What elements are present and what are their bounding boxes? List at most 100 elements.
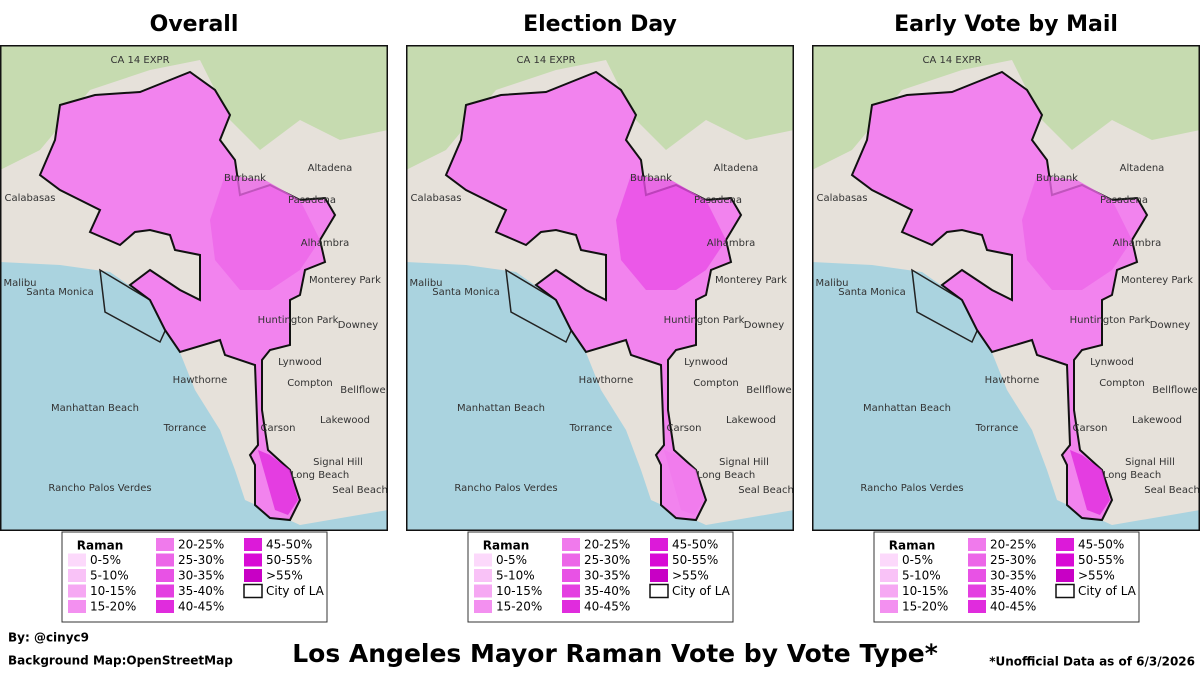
- legend-label: 0-5%: [902, 553, 933, 567]
- legend-label: 50-55%: [1078, 553, 1124, 567]
- place-label: Altadena: [714, 163, 759, 174]
- place-label: Altadena: [1120, 163, 1165, 174]
- place-label: Hawthorne: [579, 375, 634, 386]
- place-label: Torrance: [975, 423, 1019, 434]
- place-label: Seal Beach: [1144, 485, 1200, 496]
- legend-label: 40-45%: [584, 600, 630, 614]
- place-label: Rancho Palos Verdes: [454, 483, 557, 494]
- place-label: Huntington Park: [1070, 315, 1151, 326]
- place-label: Lynwood: [278, 357, 322, 368]
- legend-label: 30-35%: [990, 569, 1036, 583]
- legend-swatch: [244, 553, 262, 567]
- credit: By: @cinyc9: [8, 631, 89, 645]
- place-label: Long Beach: [697, 470, 755, 481]
- place-label: Altadena: [308, 163, 353, 174]
- legend-label: 5-10%: [902, 569, 941, 583]
- legend-swatch: [474, 569, 492, 582]
- legend-swatch: [474, 584, 492, 598]
- place-label: Hawthorne: [173, 375, 228, 386]
- legend-label: 45-50%: [672, 538, 718, 552]
- legend-label: 20-25%: [584, 538, 630, 552]
- legend-label: 15-20%: [902, 600, 948, 614]
- legend-swatch: [68, 569, 86, 582]
- place-label: Pasadena: [1100, 195, 1148, 206]
- legend-label: 5-10%: [90, 569, 129, 583]
- legend-label: 10-15%: [90, 584, 136, 598]
- place-label: Monterey Park: [309, 275, 381, 286]
- place-label: Downey: [1150, 320, 1190, 331]
- legend-swatch: [1056, 569, 1074, 582]
- legend-label: 30-35%: [584, 569, 630, 583]
- basemap: CA 14 EXPR Burbank Altadena Pasadena Calabas…: [0, 45, 388, 530]
- legend-label: 25-30%: [178, 553, 224, 567]
- place-label: Rancho Palos Verdes: [860, 483, 963, 494]
- place-label: Monterey Park: [715, 275, 787, 286]
- place-label: Burbank: [630, 173, 672, 184]
- basemap: CA 14 EXPR Burbank Altadena Pasadena Calabas…: [406, 45, 796, 530]
- legend-label: 45-50%: [266, 538, 312, 552]
- ocean: [812, 262, 1200, 530]
- basemap-credit: Background Map:OpenStreetMap: [8, 654, 233, 668]
- place-label: Malibu: [4, 278, 37, 289]
- legend-box: [467, 531, 734, 623]
- legend-label: 35-40%: [584, 584, 630, 598]
- place-label: Signal Hill: [719, 457, 769, 468]
- legend-label: >55%: [266, 569, 303, 583]
- legend-swatch: [650, 569, 668, 582]
- place-label: Calabasas: [4, 193, 55, 204]
- place-label: Santa Monica: [838, 287, 906, 298]
- place-label: CA 14 EXPR: [516, 55, 575, 66]
- legend-label: City of LA: [672, 584, 731, 598]
- harbor-area: [664, 450, 704, 515]
- place-label: CA 14 EXPR: [922, 55, 981, 66]
- place-label: Santa Monica: [432, 287, 500, 298]
- legend-swatch: [1056, 538, 1074, 551]
- legend-swatch: [562, 569, 580, 582]
- place-label: Huntington Park: [258, 315, 339, 326]
- legend-swatch: [1056, 553, 1074, 567]
- map-panel: Early Vote by Mail CA 14 EXPR Burbank Altad…: [812, 12, 1200, 623]
- legend-label: 50-55%: [266, 553, 312, 567]
- place-label: Seal Beach: [332, 485, 388, 496]
- legend-swatch: [880, 600, 898, 613]
- panel-title: Early Vote by Mail: [894, 12, 1118, 37]
- legend-label: 10-15%: [902, 584, 948, 598]
- place-label: Manhattan Beach: [51, 403, 139, 414]
- legend-swatch: [243, 583, 263, 599]
- legend-title: Raman: [889, 539, 935, 553]
- place-label: Signal Hill: [313, 457, 363, 468]
- place-label: Carson: [667, 423, 702, 434]
- legend-swatch: [968, 569, 986, 582]
- legend-swatch: [68, 600, 86, 613]
- place-label: Huntington Park: [664, 315, 745, 326]
- legend-swatch: [968, 553, 986, 567]
- legend-swatch: [244, 569, 262, 582]
- legend-label: 5-10%: [496, 569, 535, 583]
- legend-label: 40-45%: [178, 600, 224, 614]
- place-label: Bellflower: [746, 385, 796, 396]
- place-label: Compton: [693, 378, 739, 389]
- legend-swatch: [474, 600, 492, 613]
- legend-swatch: [156, 538, 174, 551]
- legend-swatch: [562, 538, 580, 551]
- legend-swatch: [156, 600, 174, 613]
- legend-box: [61, 531, 328, 623]
- place-label: Lakewood: [726, 415, 776, 426]
- place-label: Downey: [744, 320, 784, 331]
- place-label: Santa Monica: [26, 287, 94, 298]
- place-label: Burbank: [224, 173, 266, 184]
- place-label: Bellflower: [1152, 385, 1200, 396]
- ocean: [406, 262, 794, 530]
- legend-label: 25-30%: [584, 553, 630, 567]
- legend-swatch: [880, 584, 898, 598]
- legend-swatch: [880, 569, 898, 582]
- basemap: CA 14 EXPR Burbank Altadena Pasadena Calabas…: [812, 45, 1200, 530]
- map-panel: Election Day CA 14 EXPR Burbank Altadena Pas…: [406, 12, 796, 623]
- legend-swatch: [650, 538, 668, 551]
- high-share-area: [1022, 175, 1132, 290]
- place-label: Pasadena: [288, 195, 336, 206]
- map-frame: [0, 45, 388, 531]
- legend-label: 0-5%: [496, 553, 527, 567]
